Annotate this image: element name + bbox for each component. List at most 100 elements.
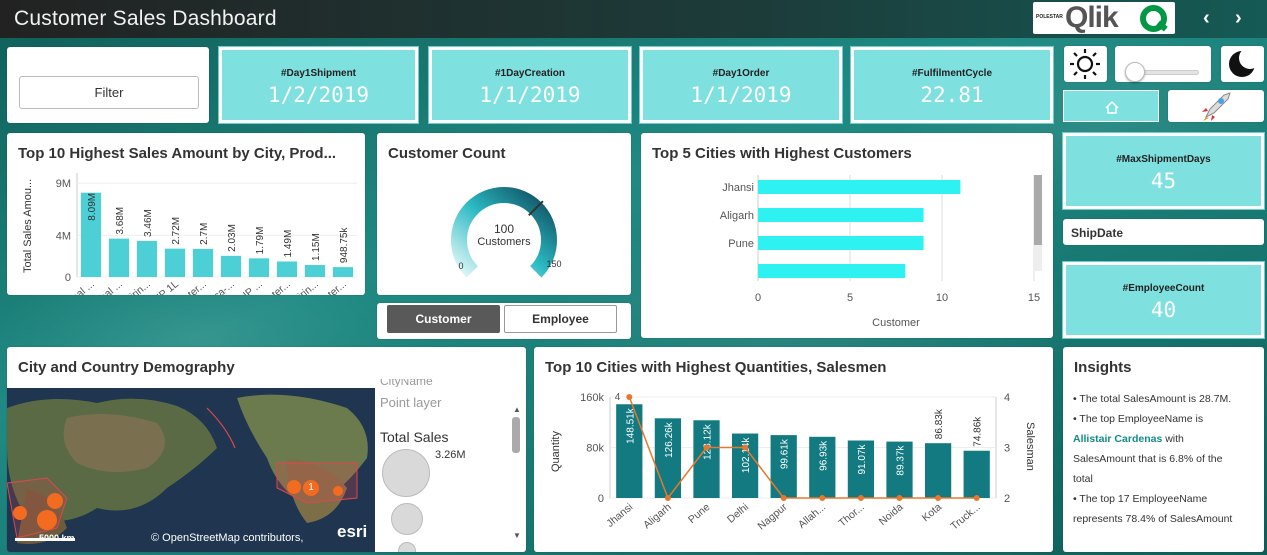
dark-theme-button[interactable]	[1221, 46, 1264, 82]
data-label: 123.12k	[703, 423, 714, 460]
prev-sheet-button[interactable]: ‹	[1203, 7, 1210, 29]
map-point[interactable]	[287, 480, 301, 494]
scroll-up-icon[interactable]: ▲	[513, 405, 521, 414]
map-point[interactable]	[47, 493, 63, 509]
legend-bubble-value: 3.26M	[435, 449, 466, 461]
y-tick-label: 0	[65, 272, 71, 284]
gauge-fill	[451, 187, 557, 278]
bar	[924, 443, 952, 498]
bar	[847, 440, 875, 498]
qlik-logo: POLESTAR Qlik	[1033, 1, 1175, 34]
light-theme-button[interactable]	[1064, 46, 1107, 82]
kpi-label: #MaxShipmentDays	[1116, 154, 1211, 165]
scrollbar-thumb[interactable]	[512, 417, 520, 453]
world-map[interactable]: 1 5000 km © OpenStreetMap contributors, …	[7, 388, 375, 552]
data-label: 91.07k	[857, 444, 868, 475]
kpi-value: 1/1/2019	[690, 83, 792, 107]
qlik-wordmark: Qlik	[1065, 1, 1119, 34]
x-tick-label: Pune	[686, 501, 713, 526]
bar	[758, 264, 906, 278]
theme-slider[interactable]	[1115, 46, 1211, 82]
y-tick-label: Pune	[728, 238, 754, 250]
kpi-value: 22.81	[920, 83, 984, 107]
y-tick-label: Jhansi	[722, 182, 754, 194]
top10-cities-quantity-panel: Top 10 Cities with Highest Quantities, S…	[534, 347, 1053, 552]
map-point[interactable]	[13, 506, 27, 520]
data-label: 99.61k	[780, 438, 791, 469]
map-point[interactable]	[37, 510, 57, 530]
home-icon	[1105, 100, 1119, 114]
polestar-logo-text: POLESTAR	[1036, 14, 1063, 20]
x-tick-label: Noida	[877, 501, 906, 528]
bar	[886, 441, 913, 498]
kpi-label: #Day1Order	[712, 68, 770, 79]
x-tick-label: 7UP ...	[233, 278, 265, 295]
bar	[304, 265, 326, 277]
x-tick-label: Nagpur	[756, 501, 790, 533]
salesman-point	[703, 444, 710, 451]
data-label: 96.93k	[818, 440, 829, 471]
bar	[758, 236, 924, 250]
next-sheet-button[interactable]: ›	[1235, 7, 1242, 29]
slider-handle[interactable]	[1125, 62, 1145, 82]
customer-toggle-button[interactable]: Customer	[387, 305, 500, 333]
chart-title: Customer Count	[388, 145, 506, 162]
data-label: 8.09M	[87, 193, 98, 221]
map-credit: © OpenStreetMap contributors,	[151, 532, 304, 544]
rocket-button[interactable]	[1168, 90, 1264, 122]
kpi-1daycreation: #1DayCreation 1/1/2019	[428, 46, 632, 124]
y-axis-label: Total Sales Amou...	[22, 179, 34, 273]
data-label: 948.75k	[339, 227, 350, 264]
salesman-label: 4	[615, 392, 621, 403]
bar	[136, 240, 158, 277]
legend-total-sales: Total Sales	[380, 429, 449, 445]
map-scale: 5000 km	[39, 533, 75, 543]
data-label: 2.72M	[171, 217, 182, 245]
scroll-down-icon[interactable]: ▼	[513, 531, 521, 540]
data-label: 102.14k	[741, 437, 752, 474]
bar	[220, 255, 242, 277]
kpi-label: #1DayCreation	[494, 68, 566, 79]
gauge-unit: Customers	[477, 236, 531, 248]
insights-panel: Insights • The total SalesAmount is 28.7…	[1063, 347, 1264, 552]
top10-sales-panel: Top 10 Highest Sales Amount by City, Pro…	[7, 133, 365, 295]
kpi-label: #Day1Shipment	[280, 68, 357, 79]
bar	[80, 192, 102, 277]
insight-line: • The top 17 EmployeeName	[1073, 493, 1208, 505]
kpi-fulfilmentcycle: #FulfilmentCycle 22.81	[850, 46, 1054, 124]
bar	[731, 433, 759, 498]
x-tick-label: 15	[1028, 292, 1040, 304]
map-point[interactable]	[333, 486, 343, 496]
legend-scrollbar[interactable]: ▲ ▼	[512, 405, 521, 545]
data-label: 148.51k	[625, 407, 636, 444]
bar	[758, 208, 924, 222]
data-label: 3.68M	[115, 207, 126, 235]
map-cluster[interactable]: 1	[303, 480, 319, 496]
home-button[interactable]	[1063, 90, 1159, 122]
y2-tick-label: 2	[1004, 493, 1010, 505]
bar	[164, 248, 186, 277]
data-label: 2.03M	[227, 224, 238, 252]
x-tick-label: 0	[755, 292, 761, 304]
salesman-point	[857, 495, 864, 501]
x-tick-label: 10	[936, 292, 948, 304]
legend-layer: Point layer	[380, 395, 442, 410]
legend-bubble-small	[398, 542, 416, 552]
scrollbar-thumb[interactable]	[1034, 175, 1042, 245]
x-tick-label: Thor...	[836, 501, 867, 529]
customer-count-panel: Customer Count 100 Customers 0 150	[377, 133, 631, 295]
map-panel: City and Country Demography 1 5000 km © …	[7, 347, 526, 552]
salesman-line	[628, 396, 977, 500]
legend-bubble-medium	[391, 503, 423, 535]
insights-title: Insights	[1074, 359, 1132, 376]
y-tick-label: 4M	[56, 230, 71, 242]
x-tick-label: Allah...	[796, 501, 828, 531]
filter-button[interactable]: Filter	[19, 76, 199, 109]
esri-logo: esri	[337, 522, 368, 541]
salesman-point	[819, 495, 826, 501]
top5-cities-panel: Top 5 Cities with Highest Customers 0 5 10…	[641, 133, 1053, 338]
shipdate-filter[interactable]: ShipDate	[1063, 219, 1264, 245]
bar	[248, 258, 270, 277]
scrollbar-track[interactable]	[1034, 175, 1042, 271]
employee-toggle-button[interactable]: Employee	[504, 305, 617, 333]
